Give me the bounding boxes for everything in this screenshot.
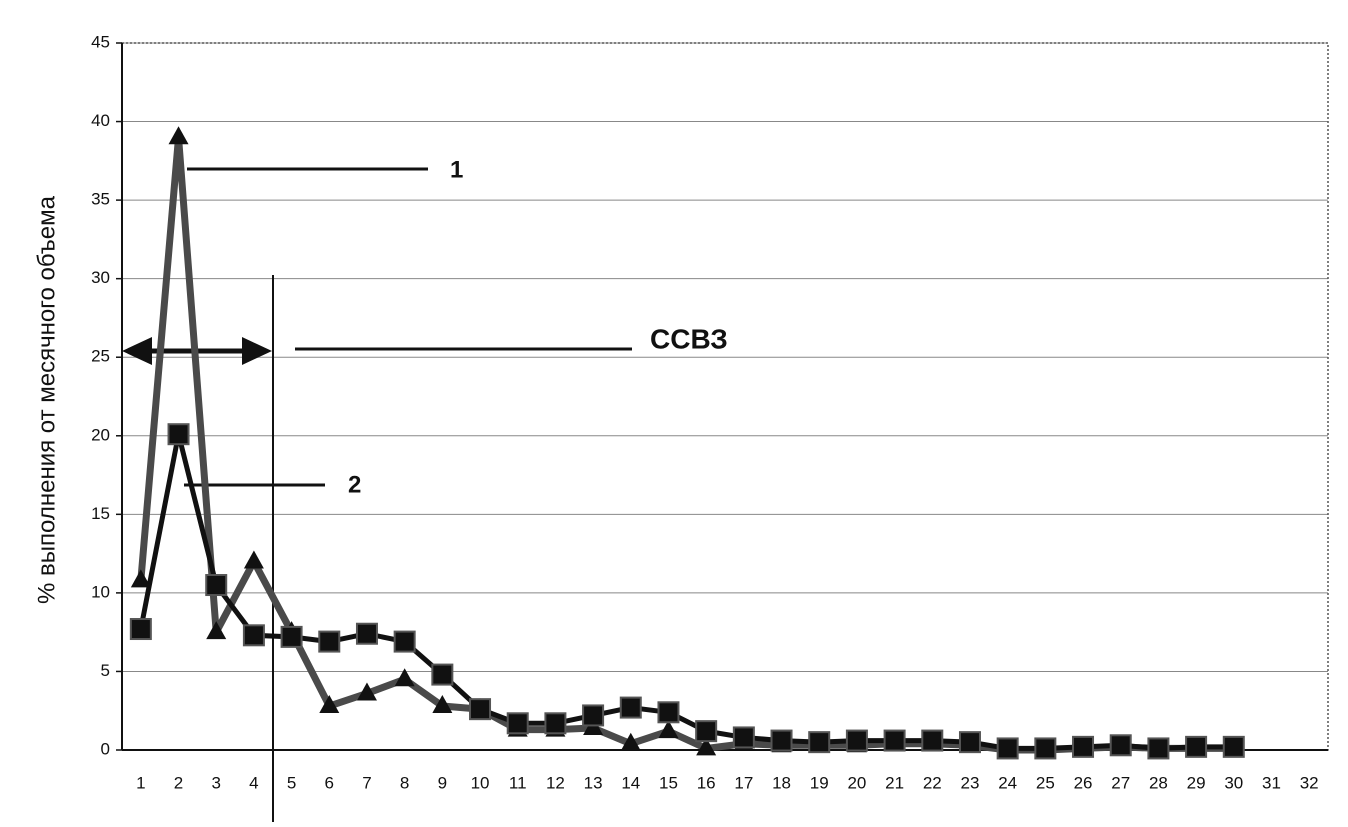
- square-marker: [1072, 735, 1095, 758]
- triangle-marker: [432, 695, 453, 714]
- square-marker: [1222, 735, 1245, 758]
- square-marker: [355, 622, 378, 645]
- square-marker: [732, 726, 755, 749]
- square-marker: [1185, 735, 1208, 758]
- triangle-marker: [130, 569, 151, 588]
- x-tick-label: 31: [1262, 773, 1281, 792]
- triangle-marker: [206, 621, 227, 640]
- x-tick-label: 20: [847, 773, 866, 792]
- annotation-label: ССВЗ: [650, 323, 728, 354]
- square-marker: [469, 698, 492, 721]
- x-tick-label: 30: [1224, 773, 1243, 792]
- x-tick-label: 5: [287, 773, 296, 792]
- y-tick-label: 0: [101, 739, 110, 758]
- triangle-marker: [620, 732, 641, 751]
- x-tick-label: 8: [400, 773, 409, 792]
- y-tick-label: 20: [91, 425, 110, 444]
- square-marker: [921, 729, 944, 752]
- y-tick-label: 45: [91, 32, 110, 51]
- y-tick-label: 5: [101, 661, 110, 680]
- x-tick-label: 22: [923, 773, 942, 792]
- triangle-marker: [394, 668, 415, 687]
- square-marker: [883, 729, 906, 752]
- annotation-label: 1: [450, 156, 463, 183]
- triangle-marker: [319, 695, 340, 714]
- square-marker: [657, 701, 680, 724]
- arrow-head: [122, 337, 152, 365]
- square-marker: [167, 423, 190, 446]
- square-marker: [1034, 737, 1057, 760]
- y-axis-title: % выполнения от месячного объема: [33, 195, 60, 604]
- triangle-marker: [356, 682, 377, 701]
- x-tick-label: 4: [249, 773, 258, 792]
- x-tick-label: 32: [1300, 773, 1319, 792]
- x-tick-label: 17: [734, 773, 753, 792]
- triangle-marker: [168, 126, 189, 145]
- square-marker: [619, 696, 642, 719]
- triangle-marker: [658, 720, 679, 739]
- x-tick-label: 7: [362, 773, 371, 792]
- x-tick-label: 18: [772, 773, 791, 792]
- square-marker: [393, 630, 416, 653]
- square-marker: [242, 624, 265, 647]
- series-line: [137, 133, 1234, 754]
- square-marker: [770, 729, 793, 752]
- x-tick-label: 21: [885, 773, 904, 792]
- x-tick-label: 19: [810, 773, 829, 792]
- x-tick-label: 28: [1149, 773, 1168, 792]
- plot-border: [121, 42, 1329, 751]
- triangle-marker: [696, 737, 717, 756]
- x-tick-label: 6: [325, 773, 334, 792]
- square-marker: [205, 574, 228, 597]
- series-line: [138, 431, 1234, 751]
- x-tick-label: 10: [471, 773, 490, 792]
- x-tick-label: 14: [621, 773, 640, 792]
- square-marker: [808, 731, 831, 754]
- triangle-marker: [243, 550, 264, 569]
- x-tick-label: 24: [998, 773, 1017, 792]
- y-tick-label: 40: [91, 111, 110, 130]
- x-tick-label: 11: [509, 773, 527, 792]
- x-tick-label: 9: [438, 773, 447, 792]
- x-tick-label: 2: [174, 773, 183, 792]
- x-tick-label: 13: [584, 773, 603, 792]
- square-marker: [1109, 734, 1132, 757]
- square-marker: [845, 729, 868, 752]
- y-tick-label: 35: [91, 190, 110, 209]
- x-tick-label: 23: [961, 773, 980, 792]
- annotation-label: 2: [348, 471, 361, 498]
- x-tick-label: 26: [1074, 773, 1093, 792]
- x-tick-label: 15: [659, 773, 678, 792]
- x-tick-label: 27: [1111, 773, 1130, 792]
- square-marker: [695, 720, 718, 743]
- square-marker: [582, 704, 605, 727]
- y-tick-label: 30: [91, 268, 110, 287]
- x-tick-label: 25: [1036, 773, 1055, 792]
- square-marker: [544, 712, 567, 735]
- y-tick-label: 25: [91, 347, 110, 366]
- square-marker: [280, 625, 303, 648]
- x-tick-label: 29: [1187, 773, 1206, 792]
- square-marker: [958, 731, 981, 754]
- y-tick-label: 10: [91, 582, 110, 601]
- y-tick-label: 15: [91, 504, 110, 523]
- square-marker: [129, 618, 152, 641]
- arrow-head: [242, 337, 272, 365]
- x-tick-label: 12: [546, 773, 565, 792]
- x-tick-label: 1: [136, 773, 145, 792]
- square-marker: [431, 663, 454, 686]
- square-marker: [996, 737, 1019, 760]
- square-marker: [506, 712, 529, 735]
- x-tick-label: 16: [697, 773, 716, 792]
- x-tick-label: 3: [211, 773, 220, 792]
- square-marker: [1147, 737, 1170, 760]
- square-marker: [318, 630, 341, 653]
